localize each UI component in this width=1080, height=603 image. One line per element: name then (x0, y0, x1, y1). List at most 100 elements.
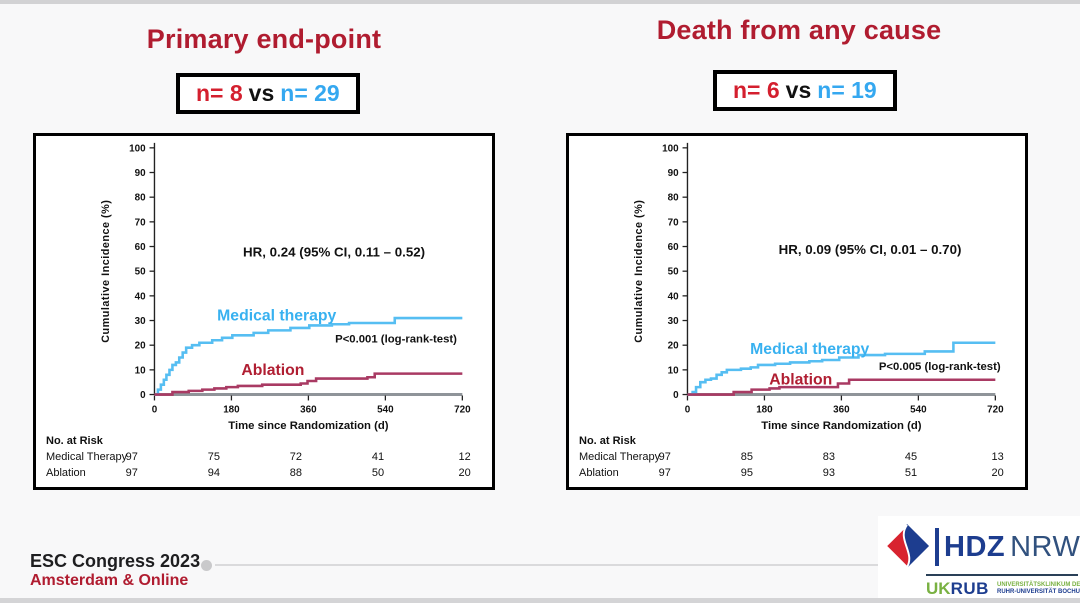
risk-value: 41 (371, 451, 385, 463)
risk-table-header: No. at Risk (46, 435, 103, 447)
right-n-control: n= 19 (817, 77, 877, 103)
left-n-treatment: n= 8 (196, 80, 243, 106)
risk-row-label: Medical Therapy (579, 451, 661, 463)
footer-dot (201, 560, 212, 571)
university-caption-line2: RUHR-UNIVERSITÄT BOCHUM (997, 589, 1080, 595)
y-tick-label: 100 (662, 143, 679, 154)
logo-card: HDZ NRW UKRUB UNIVERSITÄTSKLINIKUM DER RU… (878, 516, 1080, 598)
y-tick-label: 100 (129, 143, 146, 154)
x-tick-label: 720 (987, 404, 1004, 415)
risk-table-row-medical-therapy: Medical Therapy 97 75 72 41 12 (36, 449, 492, 465)
y-tick-label: 90 (668, 168, 679, 179)
y-tick-label: 90 (135, 168, 146, 179)
hr-annotation: HR, 0.24 (95% CI, 0.11 – 0.52) (243, 244, 425, 259)
hdz-nrw-wordmark: HDZ NRW (944, 531, 1080, 564)
y-tick-label: 30 (135, 316, 146, 327)
y-tick-label: 40 (135, 291, 146, 302)
risk-value: 51 (904, 467, 918, 479)
curve-medical-therapy (154, 316, 463, 396)
left-chart-plot: 0 10 20 30 40 50 60 70 80 90 100 0 180 360 540 720 Cumul… (100, 142, 471, 432)
risk-table-row-ablation: Ablation 97 94 88 50 20 (36, 465, 492, 481)
risk-value: 85 (740, 451, 753, 463)
p-value-label: P<0.005 (log-rank-test) (879, 361, 1001, 373)
x-axis-title: Time since Randomization (d) (761, 420, 922, 432)
risk-table-header: No. at Risk (579, 435, 636, 447)
curve-ablation (687, 378, 996, 396)
y-tick-label: 0 (673, 390, 679, 401)
right-chart-plot: 0 10 20 30 40 50 60 70 80 90 100 0 180 360 540 720 Cumul… (633, 142, 1004, 432)
risk-value: 45 (904, 451, 918, 463)
y-axis-title: Cumulative Incidence (%) (100, 200, 112, 343)
risk-value: 97 (125, 467, 138, 479)
top-divider (0, 0, 1080, 4)
x-tick-label: 360 (300, 404, 317, 415)
y-tick-label: 10 (135, 365, 146, 376)
left-chart-title: Primary end-point (146, 24, 382, 54)
risk-value: 72 (289, 451, 303, 463)
risk-value: 75 (207, 451, 220, 463)
right-n-treatment: n= 6 (733, 77, 780, 103)
left-chart-panel: 0 10 20 30 40 50 60 70 80 90 100 0 180 360 540 720 Cumul… (33, 133, 495, 490)
university-caption-line1: UNIVERSITÄTSKLINIKUM DER (997, 582, 1080, 588)
risk-value: 12 (458, 451, 471, 463)
risk-row-label: Ablation (579, 467, 619, 479)
risk-row-label: Medical Therapy (46, 451, 128, 463)
x-tick-label: 180 (223, 404, 240, 415)
risk-value: 50 (371, 467, 385, 479)
curve-label-ablation: Ablation (241, 362, 304, 379)
y-tick-label: 20 (668, 341, 679, 352)
left-n-control: n= 29 (280, 80, 340, 106)
y-tick-label: 20 (135, 341, 146, 352)
y-tick-label: 30 (668, 316, 679, 327)
curve-label-medical-therapy: Medical therapy (750, 341, 869, 358)
y-tick-label: 50 (668, 267, 679, 278)
ukrub-wordmark: UKRUB (926, 579, 989, 599)
university-caption: UNIVERSITÄTSKLINIKUM DER RUHR-UNIVERSITÄ… (997, 582, 1080, 596)
x-tick-label: 0 (152, 404, 158, 415)
risk-value: 97 (658, 467, 671, 479)
risk-value: 93 (822, 467, 836, 479)
y-tick-label: 0 (140, 390, 146, 401)
hdz-diamond-icon (884, 523, 930, 569)
risk-row-label: Ablation (46, 467, 86, 479)
y-tick-label: 60 (668, 242, 679, 253)
footer-rule (215, 564, 878, 566)
y-tick-label: 80 (135, 193, 146, 204)
right-n-vs: vs (785, 77, 812, 103)
risk-value: 20 (458, 467, 471, 479)
y-tick-label: 70 (668, 217, 679, 228)
risk-value: 94 (207, 467, 220, 479)
congress-location: Amsterdam & Online (30, 572, 189, 589)
curve-label-medical-therapy: Medical therapy (217, 308, 336, 325)
p-value-label: P<0.001 (log-rank-test) (335, 334, 457, 346)
x-tick-label: 180 (756, 404, 773, 415)
y-tick-label: 10 (668, 365, 679, 376)
x-tick-label: 720 (454, 404, 471, 415)
y-tick-label: 70 (135, 217, 146, 228)
uk-text: UK (926, 579, 951, 598)
x-tick-label: 0 (685, 404, 691, 415)
x-tick-label: 360 (833, 404, 850, 415)
hdz-logo-bar (935, 528, 939, 566)
curve-medical-therapy (687, 341, 996, 396)
right-n-box: n= 6 vs n= 19 (713, 70, 897, 111)
rub-text: RUB (950, 579, 989, 598)
hr-annotation: HR, 0.09 (95% CI, 0.01 – 0.70) (779, 242, 962, 257)
left-risk-table: No. at Risk Medical Therapy 97 75 72 41 12 Abla… (36, 434, 492, 481)
risk-value: 97 (658, 451, 671, 463)
x-tick-label: 540 (377, 404, 394, 415)
left-n-vs: vs (248, 80, 275, 106)
y-tick-label: 60 (135, 242, 146, 253)
x-axis-title: Time since Randomization (d) (228, 420, 389, 432)
risk-value: 95 (740, 467, 753, 479)
logo-divider (926, 574, 1078, 576)
right-chart-panel: 0 10 20 30 40 50 60 70 80 90 100 0 180 360 540 720 Cumul… (566, 133, 1028, 490)
y-tick-label: 50 (135, 267, 146, 278)
x-tick-label: 540 (910, 404, 927, 415)
risk-value: 13 (991, 451, 1004, 463)
risk-table-row-medical-therapy: Medical Therapy 97 85 83 45 13 (569, 449, 1025, 465)
congress-name: ESC Congress 2023 (30, 551, 201, 571)
y-tick-label: 80 (668, 193, 679, 204)
right-chart-title: Death from any cause (656, 15, 942, 45)
risk-table-row-ablation: Ablation 97 95 93 51 20 (569, 465, 1025, 481)
